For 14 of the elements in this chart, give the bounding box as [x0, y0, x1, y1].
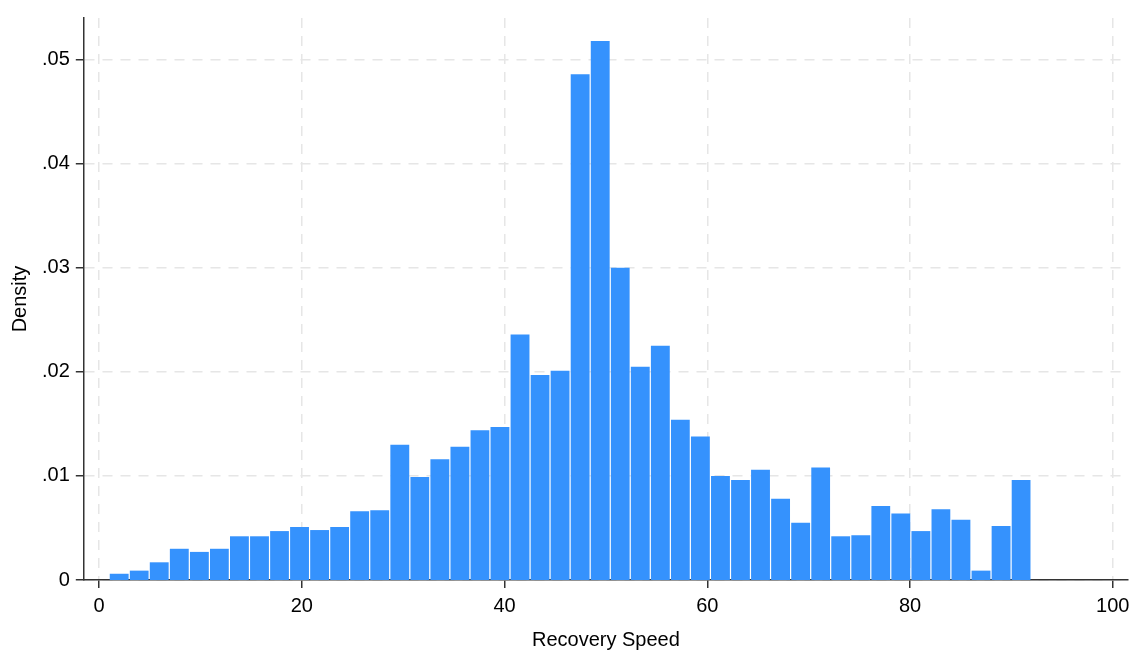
y-tick-label: .01 — [41, 463, 70, 486]
x-tick-label: 20 — [290, 593, 313, 616]
y-tick-label: .05 — [41, 47, 70, 70]
y-tick-label: .02 — [41, 359, 70, 382]
x-tick-label: 60 — [696, 593, 719, 616]
x-tick-label: 100 — [1096, 593, 1130, 616]
y-tick-label: .03 — [41, 255, 70, 278]
x-tick-label: 40 — [493, 593, 516, 616]
x-tick-label: 80 — [898, 593, 922, 616]
y-axis-title: Density — [7, 265, 30, 333]
x-tick-label: 0 — [93, 593, 105, 616]
y-tick-label: 0 — [58, 567, 70, 590]
x-axis-title: Recovery Speed — [531, 627, 680, 650]
y-tick-label: .04 — [41, 151, 70, 174]
